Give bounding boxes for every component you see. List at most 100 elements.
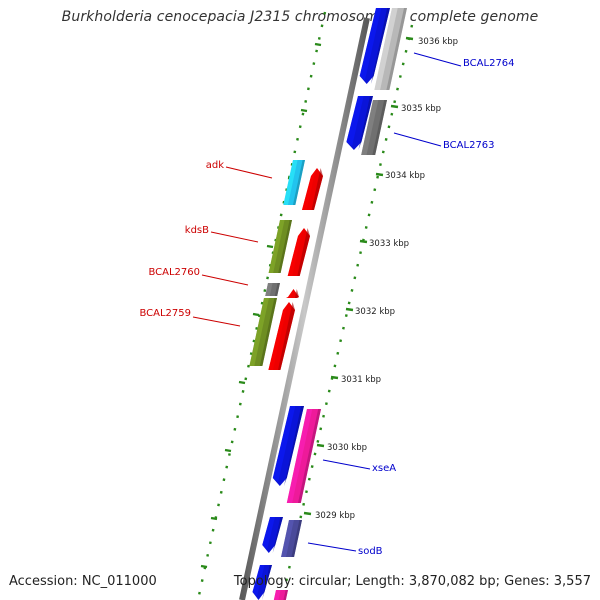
gene-bcal2760-track1[interactable] [265, 283, 280, 296]
leader-line-adk [225, 166, 273, 179]
gene-bcal2759-track1-shine [249, 298, 269, 366]
genome-summary-text: Topology: circular; Length: 3,870,082 bp… [233, 574, 591, 589]
tick-mark [252, 312, 260, 317]
gene-label-bcal2759[interactable]: BCAL2759 [139, 308, 191, 319]
gene-xsea-track2-shine [286, 409, 313, 503]
gene-sodb-track1-shadow [272, 517, 283, 553]
tick-mark [359, 239, 368, 244]
gene-kdsb-track1-shadow [278, 220, 292, 273]
gene-adk-track2[interactable] [301, 168, 323, 210]
gene-bcal2759-track1-shadow [259, 298, 277, 366]
tick-mark [303, 511, 312, 516]
leader-line-kdsb [210, 231, 259, 243]
gene-bcal2760-track2-shine [286, 291, 293, 298]
map-title: Burkholderia cenocepacia J2315 chromosom… [61, 9, 539, 25]
gene-adk-track2-shadow [311, 168, 323, 210]
tick-mark [375, 172, 384, 177]
leader-line-bcal2760 [201, 274, 249, 286]
gene-bottom-track2-shine [273, 590, 281, 600]
gene-label-bcal2763[interactable]: BCAL2763 [443, 140, 495, 151]
tick-label: 3029 kbp [315, 511, 355, 521]
gene-bcal2760-track1-shadow [274, 283, 280, 296]
gene-bcal2759-track2-shadow [277, 302, 295, 370]
tick-label: 3033 kbp [369, 239, 409, 249]
tick-mark [300, 108, 308, 113]
gene-kdsb-track2[interactable] [287, 228, 310, 276]
leader-line-bcal2764 [413, 52, 462, 67]
tick-mark [316, 443, 325, 448]
tick-mark [330, 375, 339, 380]
tick-mark [314, 42, 322, 47]
tick-label: 3031 kbp [341, 375, 381, 385]
gene-sodb-track2[interactable] [281, 520, 302, 557]
tick-label: 3030 kbp [327, 443, 367, 453]
leader-line-bcal2763 [393, 132, 442, 147]
gene-bcal2764-track2-shine [374, 8, 398, 90]
gene-labels-layer: BCAL2764 BCAL2763 adk kdsB BCAL2760 BCAL2759 x… [139, 52, 515, 557]
gene-label-xsea[interactable]: xseA [372, 463, 396, 474]
leader-line-bcal2759 [192, 316, 241, 327]
gene-bottom-track2[interactable] [273, 590, 288, 600]
gene-adk-track2-shine [301, 170, 316, 210]
gene-bcal2760-track1-shine [265, 283, 273, 296]
gene-kdsb-track2-shine [287, 230, 303, 276]
gene-sodb-track1[interactable] [262, 517, 283, 553]
gene-bottom-track1-shine [252, 565, 265, 596]
gene-sodb-track1-shine [262, 517, 275, 549]
tick-mark [345, 307, 354, 312]
gene-xsea-track2-shadow [298, 409, 321, 503]
gene-bcal2763-track2-shine [361, 100, 379, 155]
gene-bcal2763-track2-shadow [372, 100, 387, 155]
tick-mark [200, 564, 208, 569]
tick-mark [238, 380, 246, 385]
gene-label-kdsb[interactable]: kdsB [185, 225, 209, 236]
gene-bcal2763-track1-shadow [358, 96, 373, 150]
gene-xsea-track1-shine [272, 406, 296, 482]
tick-mark [390, 104, 399, 109]
gene-xsea-track1-shadow [284, 406, 304, 486]
tick-mark [210, 516, 218, 521]
gene-bcal2764-track2[interactable] [374, 8, 407, 90]
tick-label: 3032 kbp [355, 307, 395, 317]
tick-mark [266, 244, 274, 249]
outer-tick-guide [280, 24, 414, 600]
gene-bcal2759-track2-shine [268, 304, 288, 370]
tick-mark [405, 36, 414, 41]
gene-sodb-track2-shine [281, 520, 294, 557]
gene-label-bcal2764[interactable]: BCAL2764 [463, 58, 515, 69]
accession-text: Accession: NC_011000 [9, 574, 157, 589]
gene-adk-track1[interactable] [283, 160, 305, 205]
gene-label-sodb[interactable]: sodB [358, 546, 383, 557]
gene-bcal2763-track1[interactable] [346, 96, 373, 150]
gene-bcal2760-track2-shadow [294, 289, 299, 298]
leader-line-sodb [307, 542, 357, 552]
gene-bcal2764-track2-shadow [386, 8, 407, 90]
gene-bcal2764-track1[interactable] [359, 8, 390, 84]
gene-xsea-track1[interactable] [272, 406, 304, 486]
genes-layer [249, 8, 407, 600]
gene-bcal2764-track1-shine [359, 8, 382, 80]
backbone-line [239, 17, 370, 600]
tick-label: 3035 kbp [401, 104, 441, 114]
tick-label: 3036 kbp [418, 37, 458, 47]
gene-adk-track1-shadow [292, 160, 305, 205]
gene-bottom-track1[interactable] [252, 565, 272, 600]
gene-kdsb-track1[interactable] [268, 220, 292, 273]
gene-bcal2763-track2[interactable] [361, 100, 387, 155]
gene-bcal2759-track1[interactable] [249, 298, 277, 366]
gene-bottom-track2-shadow [283, 590, 288, 600]
gene-label-bcal2760[interactable]: BCAL2760 [148, 267, 200, 278]
gene-adk-track1-shine [283, 160, 298, 205]
tick-mark [224, 448, 232, 453]
gene-bcal2764-track1-shadow [370, 8, 390, 84]
gene-bottom-track1-shadow [262, 565, 272, 600]
gene-bcal2759-track2[interactable] [268, 302, 295, 370]
gene-bcal2763-track1-shine [346, 96, 364, 146]
gene-kdsb-track2-shadow [297, 228, 310, 276]
gene-bcal2760-track2[interactable] [286, 289, 299, 298]
gene-label-adk[interactable]: adk [206, 160, 224, 171]
gene-xsea-track2[interactable] [286, 409, 321, 503]
gene-kdsb-track1-shine [268, 220, 285, 273]
